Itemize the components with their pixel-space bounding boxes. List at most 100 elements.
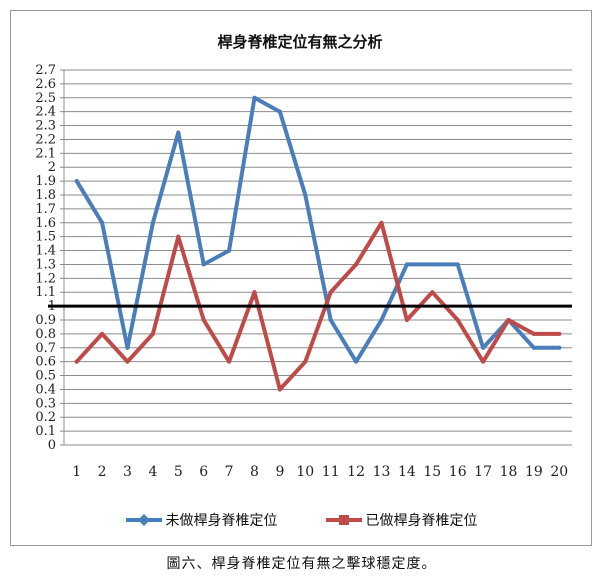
- y-tick-label: 2.6: [35, 77, 56, 92]
- x-tick-label: 5: [174, 464, 183, 480]
- series-line-1: [74, 95, 562, 364]
- y-tick-label: 0.1: [35, 424, 56, 439]
- x-tick-label: 3: [123, 464, 132, 480]
- y-axis: 00.10.20.30.40.50.60.70.80.911.11.21.31.…: [35, 63, 65, 453]
- y-tick-label: 0.2: [35, 410, 56, 425]
- series-line-2: [74, 220, 562, 392]
- chart-title: 桿身脊椎定位有無之分析: [217, 33, 382, 51]
- data-point-series-2: [455, 318, 460, 322]
- y-tick-label: 2.2: [35, 132, 56, 147]
- data-point-series-2: [430, 290, 435, 295]
- y-tick-label: 0.8: [35, 327, 56, 342]
- legend-label-series-1: 未做桿身脊椎定位: [165, 513, 278, 529]
- legend-item-series-1: 未做桿身脊椎定位: [125, 510, 278, 530]
- figure-caption: 圖六、桿身脊椎定位有無之擊球穩定度。: [166, 556, 437, 572]
- y-tick-label: 2.5: [35, 91, 56, 106]
- y-tick-label: 1.2: [35, 271, 56, 286]
- data-point-series-2: [201, 318, 206, 322]
- data-point-series-2: [125, 359, 130, 364]
- data-point-series-2: [227, 359, 232, 364]
- x-tick-label: 8: [250, 464, 259, 480]
- x-tick-label: 18: [500, 464, 518, 480]
- x-tick-label: 19: [525, 464, 543, 480]
- data-point-series-1: [379, 318, 384, 322]
- legend-label-series-2: 已做桿身脊椎定位: [365, 513, 478, 529]
- y-tick-label: 2: [48, 160, 56, 175]
- x-tick-label: 11: [322, 464, 340, 480]
- data-point-series-1: [430, 262, 435, 267]
- y-tick-label: 1.3: [35, 257, 56, 272]
- data-point-series-1: [100, 220, 105, 225]
- data-point-series-2: [303, 359, 308, 364]
- x-tick-label: 20: [550, 464, 568, 480]
- data-point-series-2: [557, 331, 562, 336]
- x-tick-label: 13: [373, 464, 391, 480]
- y-tick-label: 2.3: [35, 119, 56, 134]
- y-tick-label: 2.1: [35, 146, 56, 161]
- x-tick-label: 6: [199, 464, 208, 480]
- x-tick-label: 1: [72, 464, 81, 480]
- data-point-series-2: [506, 318, 511, 322]
- data-point-series-2: [354, 262, 359, 267]
- series-layer: [74, 95, 562, 392]
- data-point-series-2: [100, 331, 105, 336]
- x-tick-label: 2: [98, 464, 107, 480]
- y-tick-label: 2.7: [35, 63, 56, 78]
- data-point-series-1: [227, 248, 232, 253]
- data-point-series-1: [557, 345, 562, 350]
- x-tick-label: 4: [148, 464, 157, 480]
- x-tick-label: 14: [398, 464, 416, 480]
- data-point-series-1: [531, 345, 536, 350]
- y-tick-label: 0.9: [35, 313, 56, 328]
- y-tick-label: 1.5: [35, 230, 56, 245]
- data-point-series-1: [354, 359, 359, 364]
- data-point-series-1: [481, 345, 486, 350]
- data-point-series-1: [201, 262, 206, 267]
- data-point-series-1: [277, 109, 282, 114]
- data-point-series-1: [150, 220, 155, 225]
- data-point-series-2: [277, 387, 282, 392]
- legend: 未做桿身脊椎定位 已做桿身脊椎定位: [0, 510, 603, 530]
- x-tick-label: 16: [449, 464, 467, 480]
- y-tick-label: 2.4: [35, 105, 56, 120]
- y-tick-label: 1.4: [35, 244, 56, 259]
- data-point-series-2: [531, 331, 536, 336]
- data-point-series-2: [404, 318, 409, 322]
- data-point-series-1: [176, 130, 181, 135]
- x-tick-label: 15: [423, 464, 441, 480]
- y-tick-label: 0.4: [35, 382, 56, 397]
- y-tick-label: 0.6: [35, 355, 56, 370]
- data-point-series-2: [481, 359, 486, 364]
- data-point-series-2: [150, 331, 155, 336]
- y-tick-label: 0.5: [35, 369, 56, 384]
- y-tick-label: 1.7: [35, 202, 56, 217]
- legend-item-series-2: 已做桿身脊椎定位: [325, 510, 478, 530]
- legend-swatch-series-1: [125, 514, 162, 526]
- data-point-series-1: [328, 318, 333, 322]
- y-tick-label: 1.6: [35, 216, 56, 231]
- legend-swatch-series-2: [325, 515, 362, 525]
- data-point-series-1: [404, 262, 409, 267]
- data-point-series-1: [74, 179, 79, 184]
- data-point-series-2: [252, 290, 257, 295]
- data-point-series-2: [379, 220, 384, 225]
- x-tick-label: 9: [275, 464, 284, 480]
- data-point-series-2: [176, 234, 181, 239]
- data-point-series-2: [328, 290, 333, 295]
- data-point-series-1: [252, 95, 257, 100]
- data-point-series-1: [125, 345, 130, 350]
- y-tick-label: 0.3: [35, 396, 56, 411]
- x-tick-label: 7: [225, 464, 234, 480]
- y-tick-label: 0.7: [35, 341, 56, 356]
- x-tick-label: 12: [347, 464, 365, 480]
- data-point-series-1: [455, 262, 460, 267]
- data-point-series-1: [303, 193, 308, 197]
- x-tick-label: 10: [296, 464, 314, 480]
- y-tick-label: 1.8: [35, 188, 56, 203]
- y-tick-label: 1.9: [35, 174, 56, 189]
- data-point-series-2: [74, 359, 79, 364]
- y-tick-label: 0: [48, 438, 56, 453]
- x-axis: 1 2 3 4 5 6 7 8 9 10 11 12 13 14 15 16 17 18 19 20: [72, 464, 568, 480]
- y-tick-label: 1.1: [35, 285, 56, 300]
